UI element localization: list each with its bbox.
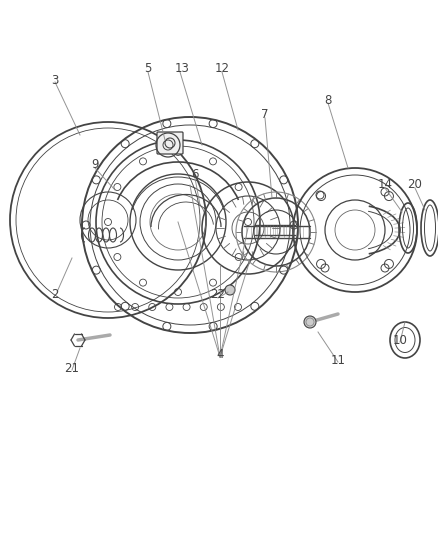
Text: 20: 20: [408, 179, 422, 191]
Text: 5: 5: [144, 61, 152, 75]
Text: 2: 2: [51, 288, 59, 302]
Text: 10: 10: [392, 334, 407, 346]
Text: 7: 7: [261, 109, 269, 122]
Text: 13: 13: [175, 61, 190, 75]
Text: 22: 22: [211, 288, 226, 302]
Text: 12: 12: [215, 61, 230, 75]
Text: 11: 11: [331, 353, 346, 367]
Circle shape: [304, 316, 316, 328]
Text: 21: 21: [64, 361, 80, 375]
Text: 4: 4: [216, 349, 224, 361]
Circle shape: [225, 285, 235, 295]
Text: 14: 14: [378, 179, 392, 191]
Text: 3: 3: [51, 74, 59, 86]
Text: 9: 9: [91, 158, 99, 172]
FancyBboxPatch shape: [157, 132, 183, 154]
Text: 6: 6: [191, 168, 199, 182]
Text: 8: 8: [324, 93, 332, 107]
